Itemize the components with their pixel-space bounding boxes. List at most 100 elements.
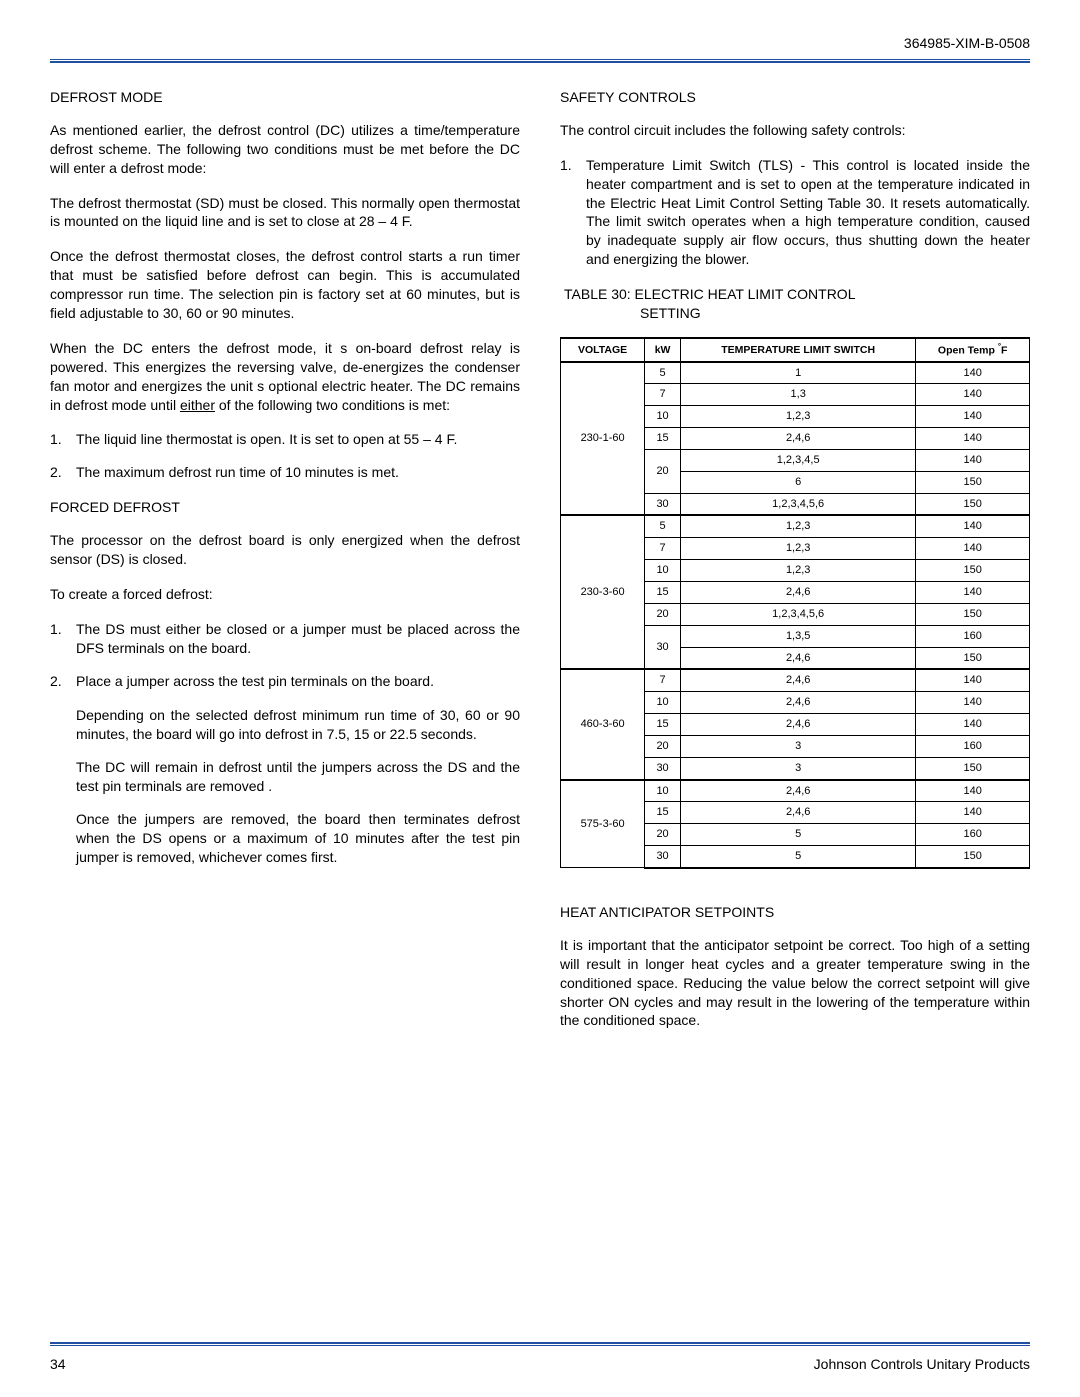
defrost-p3: Once the defrost thermostat closes, the … — [50, 247, 520, 323]
cell-temp: 150 — [916, 471, 1030, 493]
cell-switch: 1,3 — [680, 384, 915, 406]
doc-header: 364985-XIM-B-0508 — [50, 35, 1030, 51]
cell-kw: 7 — [645, 669, 681, 691]
list-num: 1. — [50, 430, 76, 449]
cell-temp: 140 — [916, 384, 1030, 406]
cell-temp: 140 — [916, 515, 1030, 537]
th-voltage: VOLTAGE — [561, 338, 645, 362]
safety-li1: 1.Temperature Limit Switch (TLS) - This … — [560, 156, 1030, 269]
heat-anticipator-p1: It is important that the anticipator set… — [560, 936, 1030, 1030]
defrost-p4-u: either — [180, 397, 215, 413]
table-row: 230-1-6051140 — [561, 362, 1030, 384]
cell-temp: 140 — [916, 449, 1030, 471]
defrost-p4-post: of the following two conditions is met: — [215, 397, 450, 413]
cell-kw: 5 — [645, 515, 681, 537]
cell-temp: 140 — [916, 714, 1030, 736]
cell-temp: 140 — [916, 692, 1030, 714]
cell-voltage: 575-3-60 — [561, 780, 645, 868]
table30: VOLTAGE kW TEMPERATURE LIMIT SWITCH Open… — [560, 337, 1030, 869]
cell-temp: 140 — [916, 428, 1030, 450]
cell-temp: 160 — [916, 735, 1030, 757]
forced-defrost-list: 1.The DS must either be closed or a jump… — [50, 620, 520, 691]
cell-kw: 7 — [645, 384, 681, 406]
cell-switch: 2,4,6 — [680, 780, 915, 802]
table-row: 575-3-60102,4,6140 — [561, 780, 1030, 802]
cell-kw: 30 — [645, 757, 681, 779]
cell-kw: 15 — [645, 428, 681, 450]
forced-p1: The processor on the defrost board is on… — [50, 531, 520, 569]
cell-switch: 2,4,6 — [680, 802, 915, 824]
list-num: 1. — [50, 620, 76, 658]
cell-kw: 20 — [645, 449, 681, 493]
table30-caption-l2: SETTING — [564, 304, 1030, 323]
list-body: Temperature Limit Switch (TLS) - This co… — [586, 156, 1030, 269]
cell-switch: 2,4,6 — [680, 714, 915, 736]
th-switch: TEMPERATURE LIMIT SWITCH — [680, 338, 915, 362]
th-open-temp: Open Temp °F — [916, 338, 1030, 362]
cell-kw: 20 — [645, 824, 681, 846]
defrost-cond-1: 1.The liquid line thermostat is open. It… — [50, 430, 520, 449]
list-num: 1. — [560, 156, 586, 269]
content-columns: DEFROST MODE As mentioned earlier, the d… — [50, 88, 1030, 1046]
cell-switch: 1,2,3 — [680, 538, 915, 560]
list-body: Place a jumper across the test pin termi… — [76, 672, 520, 691]
cell-kw: 20 — [645, 735, 681, 757]
cell-kw: 15 — [645, 802, 681, 824]
cell-switch: 1,2,3,4,5 — [680, 449, 915, 471]
cell-temp: 140 — [916, 802, 1030, 824]
cell-kw: 10 — [645, 560, 681, 582]
cell-temp: 150 — [916, 493, 1030, 515]
cell-kw: 10 — [645, 692, 681, 714]
cell-switch: 1,2,3,4,5,6 — [680, 493, 915, 515]
forced-li2a: Depending on the selected defrost minimu… — [76, 706, 520, 744]
table30-header-row: VOLTAGE kW TEMPERATURE LIMIT SWITCH Open… — [561, 338, 1030, 362]
cell-switch: 1,3,5 — [680, 625, 915, 647]
cell-switch: 2,4,6 — [680, 692, 915, 714]
footer-row: 34 Johnson Controls Unitary Products — [50, 1356, 1030, 1372]
cell-temp: 150 — [916, 846, 1030, 868]
cell-temp: 150 — [916, 560, 1030, 582]
safety-p1: The control circuit includes the followi… — [560, 121, 1030, 140]
forced-defrost-title: FORCED DEFROST — [50, 498, 520, 517]
cell-kw: 5 — [645, 362, 681, 384]
defrost-p2: The defrost thermostat (SD) must be clos… — [50, 194, 520, 232]
cell-switch: 5 — [680, 846, 915, 868]
cell-switch: 5 — [680, 824, 915, 846]
forced-li2b: The DC will remain in defrost until the … — [76, 758, 520, 796]
cell-switch: 1 — [680, 362, 915, 384]
cell-kw: 15 — [645, 714, 681, 736]
defrost-mode-title: DEFROST MODE — [50, 88, 520, 107]
cell-switch: 3 — [680, 757, 915, 779]
th-kw: kW — [645, 338, 681, 362]
table30-body: 230-1-605114071,3140101,2,3140152,4,6140… — [561, 362, 1030, 868]
cell-switch: 6 — [680, 471, 915, 493]
cell-switch: 1,2,3,4,5,6 — [680, 603, 915, 625]
cell-temp: 140 — [916, 538, 1030, 560]
cell-temp: 140 — [916, 669, 1030, 691]
cell-kw: 15 — [645, 582, 681, 604]
right-column: SAFETY CONTROLS The control circuit incl… — [560, 88, 1030, 1046]
cell-kw: 30 — [645, 846, 681, 868]
footer-brand: Johnson Controls Unitary Products — [814, 1356, 1030, 1372]
table-row: 230-3-6051,2,3140 — [561, 515, 1030, 537]
list-body: The maximum defrost run time of 10 minut… — [76, 463, 520, 482]
table30-caption-l1: TABLE 30: ELECTRIC HEAT LIMIT CONTROL — [564, 286, 855, 302]
th-ot-post: F — [1001, 344, 1007, 356]
cell-switch: 1,2,3 — [680, 560, 915, 582]
cell-temp: 150 — [916, 647, 1030, 669]
cell-switch: 2,4,6 — [680, 669, 915, 691]
heat-anticipator-title: HEAT ANTICIPATOR SETPOINTS — [560, 903, 1030, 922]
cell-switch: 3 — [680, 735, 915, 757]
top-rule — [50, 59, 1030, 63]
bottom-rule — [50, 1342, 1030, 1346]
defrost-conditions-list: 1.The liquid line thermostat is open. It… — [50, 430, 520, 482]
safety-controls-title: SAFETY CONTROLS — [560, 88, 1030, 107]
cell-voltage: 230-1-60 — [561, 362, 645, 516]
cell-switch: 2,4,6 — [680, 647, 915, 669]
cell-temp: 150 — [916, 757, 1030, 779]
cell-temp: 150 — [916, 603, 1030, 625]
defrost-cond-2: 2.The maximum defrost run time of 10 min… — [50, 463, 520, 482]
cell-temp: 140 — [916, 406, 1030, 428]
list-num: 2. — [50, 672, 76, 691]
th-ot-pre: Open Temp — [938, 344, 998, 356]
